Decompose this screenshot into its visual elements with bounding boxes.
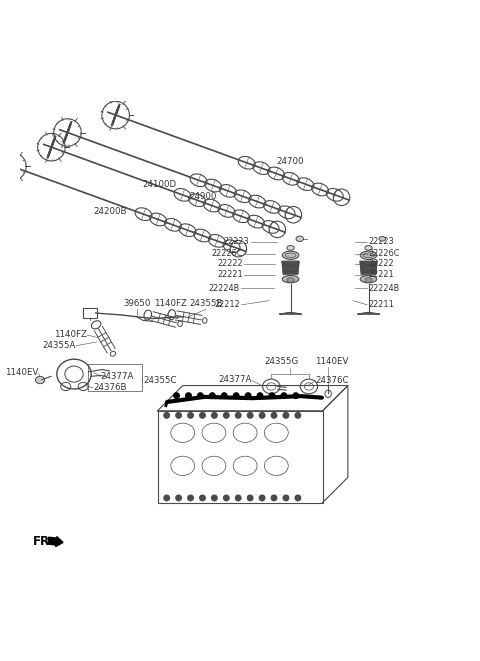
Text: 39650: 39650 <box>123 299 151 309</box>
Circle shape <box>188 412 193 418</box>
Text: 1140EV: 1140EV <box>5 368 38 377</box>
Circle shape <box>271 412 277 418</box>
Circle shape <box>259 412 265 418</box>
Text: 22226C: 22226C <box>369 249 400 258</box>
Text: 1140FZ: 1140FZ <box>154 299 187 309</box>
Text: 24377A: 24377A <box>218 375 252 384</box>
Circle shape <box>295 412 300 418</box>
Circle shape <box>212 495 217 500</box>
Circle shape <box>164 495 169 500</box>
Text: 22224B: 22224B <box>209 284 240 293</box>
Circle shape <box>293 393 299 399</box>
Circle shape <box>224 412 229 418</box>
Circle shape <box>257 393 263 399</box>
Text: 24700: 24700 <box>277 157 304 166</box>
Text: FR.: FR. <box>33 535 55 548</box>
Text: 22222: 22222 <box>217 259 243 268</box>
Bar <box>83 308 97 318</box>
Circle shape <box>200 412 205 418</box>
Ellipse shape <box>287 246 294 251</box>
Circle shape <box>224 495 229 500</box>
Text: 24355C: 24355C <box>144 375 177 385</box>
Ellipse shape <box>360 276 377 283</box>
Ellipse shape <box>365 278 372 282</box>
Text: 22222: 22222 <box>369 259 394 268</box>
Circle shape <box>164 412 169 418</box>
Circle shape <box>176 412 181 418</box>
Text: 24355A: 24355A <box>42 341 76 350</box>
Ellipse shape <box>287 278 294 282</box>
Text: 22212: 22212 <box>215 300 240 309</box>
Circle shape <box>269 393 275 399</box>
Circle shape <box>236 412 241 418</box>
Circle shape <box>198 393 203 399</box>
Text: 22224B: 22224B <box>369 284 400 293</box>
Circle shape <box>186 393 191 399</box>
Text: 24900: 24900 <box>190 192 217 200</box>
Circle shape <box>200 495 205 500</box>
Text: 24355G: 24355G <box>264 358 299 366</box>
Text: 22223: 22223 <box>224 237 249 247</box>
Text: 1140EV: 1140EV <box>315 358 348 366</box>
Circle shape <box>283 412 288 418</box>
Circle shape <box>212 412 217 418</box>
Circle shape <box>281 393 287 399</box>
Bar <box>157 410 323 502</box>
Text: 24376B: 24376B <box>93 383 127 393</box>
Circle shape <box>245 393 251 399</box>
Text: 24355B: 24355B <box>189 299 222 309</box>
Text: 24377A: 24377A <box>100 372 133 381</box>
Ellipse shape <box>360 251 377 259</box>
FancyArrow shape <box>48 537 63 547</box>
Circle shape <box>247 495 253 500</box>
Ellipse shape <box>363 253 374 258</box>
Circle shape <box>233 393 239 399</box>
Ellipse shape <box>282 251 299 259</box>
Text: 1140FZ: 1140FZ <box>54 330 86 338</box>
Text: 22221: 22221 <box>217 270 243 280</box>
Bar <box>88 364 142 391</box>
Circle shape <box>236 495 241 500</box>
Text: 22211: 22211 <box>369 300 395 309</box>
Text: 24100D: 24100D <box>143 180 177 189</box>
Circle shape <box>174 393 180 399</box>
Circle shape <box>295 495 300 500</box>
Ellipse shape <box>365 246 372 251</box>
Ellipse shape <box>285 253 296 258</box>
Ellipse shape <box>296 236 303 241</box>
Circle shape <box>247 412 253 418</box>
Ellipse shape <box>36 376 45 384</box>
Text: 22223: 22223 <box>369 237 394 247</box>
Circle shape <box>176 495 181 500</box>
Text: 24200B: 24200B <box>93 207 127 215</box>
Text: 22221: 22221 <box>369 270 394 280</box>
Ellipse shape <box>282 276 299 283</box>
Text: 22226C: 22226C <box>211 249 243 258</box>
Circle shape <box>221 393 227 399</box>
Circle shape <box>271 495 277 500</box>
Circle shape <box>210 393 215 399</box>
Text: 24376C: 24376C <box>316 375 349 385</box>
Circle shape <box>259 495 265 500</box>
Circle shape <box>283 495 288 500</box>
Ellipse shape <box>379 237 385 241</box>
Circle shape <box>188 495 193 500</box>
